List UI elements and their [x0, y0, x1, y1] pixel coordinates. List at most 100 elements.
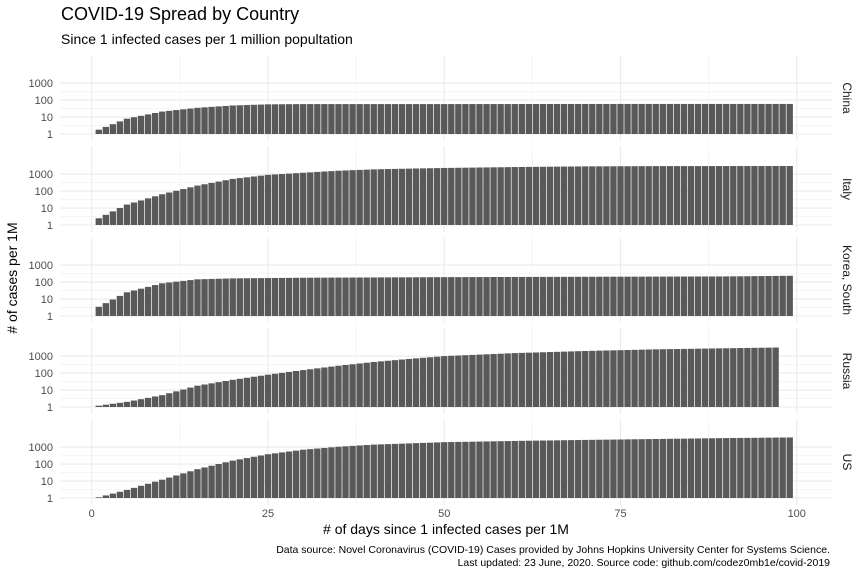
bar — [744, 437, 751, 498]
bar — [779, 437, 786, 498]
bar — [426, 168, 434, 225]
bar — [504, 167, 511, 225]
bar — [271, 277, 279, 316]
facet-panel-italy: 1 10 100 1000 Italy — [29, 146, 854, 232]
bar — [109, 124, 117, 134]
bar — [532, 104, 540, 134]
bar — [504, 441, 511, 498]
bar-series — [95, 347, 779, 407]
bar — [680, 166, 688, 225]
x-tick-label: 50 — [438, 508, 450, 520]
bar — [694, 166, 702, 225]
bar — [222, 180, 229, 225]
bar — [462, 104, 469, 134]
bar — [370, 444, 377, 498]
bar — [469, 354, 476, 407]
bar — [483, 167, 490, 225]
bar — [546, 352, 554, 407]
bar — [271, 104, 279, 134]
bar — [525, 440, 533, 498]
bar — [511, 353, 518, 407]
bar — [314, 171, 321, 225]
bar — [617, 439, 624, 498]
bar — [116, 491, 124, 498]
bar — [109, 211, 117, 225]
x-tick-label: 75 — [614, 508, 626, 520]
bar — [328, 104, 335, 134]
bar — [518, 440, 525, 498]
bar — [398, 277, 406, 316]
facet-strip-label: Russia — [840, 353, 854, 390]
bar — [476, 441, 483, 498]
bar — [208, 278, 215, 316]
bar — [708, 103, 716, 134]
bar — [701, 438, 709, 498]
bar — [293, 104, 300, 134]
bar — [772, 103, 779, 134]
bar — [335, 104, 342, 134]
bar — [659, 276, 666, 316]
bar — [603, 350, 610, 407]
bar — [356, 277, 363, 316]
bar — [673, 276, 681, 316]
bar — [652, 439, 659, 498]
y-tick-label: 100 — [35, 186, 53, 198]
bar — [426, 442, 434, 498]
facet-panels: 1 10 100 1000 China 1 10 100 1000 Italy 1 10 100 1000… — [29, 55, 854, 505]
bar — [208, 383, 215, 407]
y-tick-label: 10 — [41, 203, 53, 215]
facet-strip-label: Italy — [840, 178, 854, 200]
bar — [666, 103, 674, 134]
bar — [659, 103, 666, 134]
bar — [419, 442, 427, 498]
bar — [144, 114, 152, 134]
bar — [243, 105, 251, 134]
bar — [638, 103, 645, 134]
y-tick-label: 1000 — [29, 78, 53, 90]
bar — [215, 278, 222, 316]
bar — [532, 166, 540, 225]
bar — [687, 103, 695, 134]
bar — [490, 354, 497, 407]
bar — [208, 465, 215, 498]
bar — [441, 277, 448, 316]
bar — [307, 449, 314, 498]
bar — [744, 347, 751, 407]
bar — [434, 356, 441, 407]
bar — [716, 103, 723, 134]
bar — [455, 355, 462, 407]
bar — [377, 169, 384, 225]
bar — [582, 439, 589, 498]
bar — [363, 445, 370, 498]
bar — [730, 276, 737, 316]
bar — [603, 276, 610, 316]
y-tick-label: 1000 — [29, 351, 53, 363]
bar — [631, 166, 638, 225]
bar — [546, 276, 554, 316]
bar — [300, 172, 307, 225]
bar — [215, 464, 222, 498]
bar — [159, 283, 166, 316]
bar — [582, 350, 589, 407]
bar — [786, 275, 793, 316]
bar — [180, 473, 187, 498]
bar — [229, 278, 236, 316]
bar — [130, 117, 138, 134]
x-tick-label: 25 — [262, 508, 274, 520]
bar — [271, 174, 279, 225]
bar — [772, 275, 779, 316]
bar — [180, 389, 187, 407]
bar — [300, 449, 307, 498]
bar — [342, 446, 349, 498]
bar — [412, 168, 420, 225]
bar — [236, 178, 243, 225]
bar — [708, 276, 716, 316]
bar — [772, 347, 779, 407]
bar — [448, 442, 455, 498]
bar — [701, 103, 709, 134]
bar — [152, 285, 159, 316]
bar — [194, 469, 201, 498]
bar — [384, 169, 392, 225]
bar — [257, 455, 265, 498]
bar — [278, 452, 286, 498]
